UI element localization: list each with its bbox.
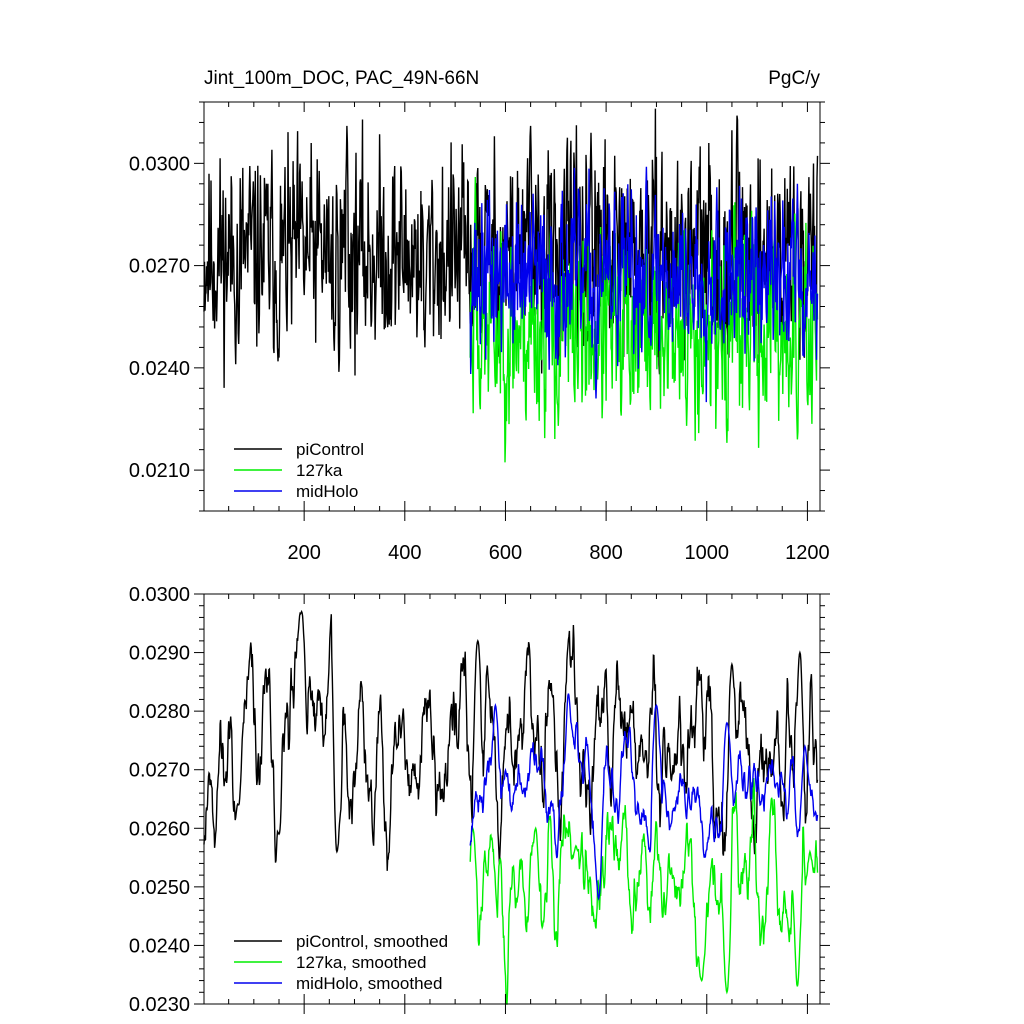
series-line-3 [469,693,819,901]
chart-units: PgC/y [768,68,820,89]
y-tick-label: 0.0260 [129,818,190,840]
series-line-2 [469,778,819,1005]
x-tick-label: 1200 [785,542,830,564]
legend-label-3: midHolo, smoothed [296,974,442,993]
y-tick-label: 0.0300 [129,584,190,606]
y-tick-label: 0.0240 [129,935,190,957]
top-panel: Jint_100m_DOC, PAC_49N-66N PgC/y 200 400 6… [129,68,830,564]
x-tick-label: 800 [589,542,622,564]
y-tick-label: 0.0230 [129,994,190,1016]
legend-label-2: 127ka [296,461,343,480]
bottom-axes: 0.0230 0.0240 0.0250 0.0260 0.0270 0.0280 0.02… [129,584,830,1016]
top-plot-frame [203,101,821,512]
x-tick-label: 400 [388,542,421,564]
legend-label-2: 127ka, smoothed [296,953,426,972]
top-legend: piControl 127ka midHolo [234,440,364,501]
legend-label-1: piControl [296,440,364,459]
y-tick-label: 0.0290 [129,643,190,665]
y-tick-label: 0.0280 [129,701,190,723]
x-tick-label: 600 [489,542,522,564]
y-tick-label: 0.0240 [129,358,190,380]
legend-label-1: piControl, smoothed [296,932,448,951]
y-tick-label: 0.0270 [129,760,190,782]
top-series-group [203,108,819,463]
legend-label-3: midHolo [296,482,358,501]
series-line-3 [469,166,819,403]
bottom-legend: piControl, smoothed 127ka, smoothed midHol… [234,932,448,993]
x-tick-label: 1000 [685,542,730,564]
y-tick-label: 0.0250 [129,877,190,899]
bottom-series-group [203,609,819,1005]
top-axes: 200 400 600 800 1000 1200 0.0210 0.0240 0.0270 0.… [129,101,830,564]
y-tick-label: 0.0270 [129,256,190,278]
chart-title: Jint_100m_DOC, PAC_49N-66N [204,68,479,89]
x-tick-label: 200 [287,542,320,564]
bottom-panel: 0.0230 0.0240 0.0250 0.0260 0.0270 0.0280 0.02… [129,584,830,1016]
bottom-plot-frame [203,593,821,1005]
y-tick-label: 0.0300 [129,153,190,175]
y-tick-label: 0.0210 [129,460,190,482]
